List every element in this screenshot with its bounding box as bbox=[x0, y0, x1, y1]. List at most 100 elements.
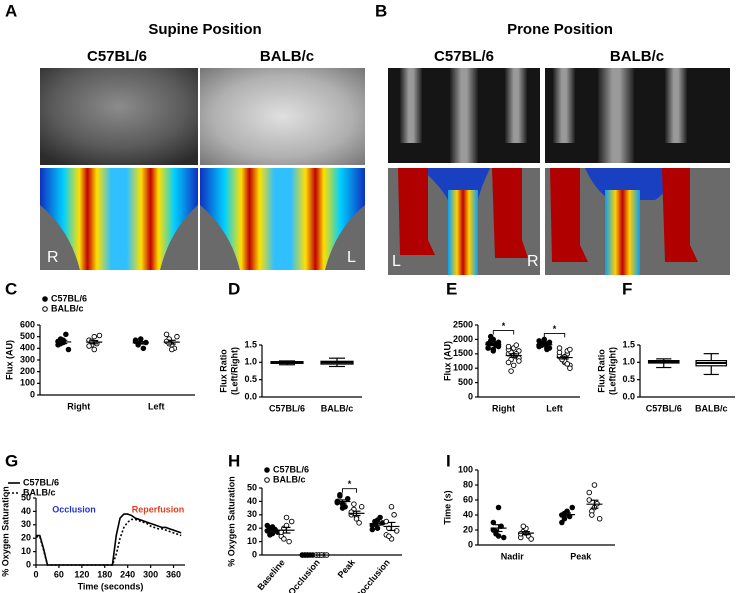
x-tick-label: Right bbox=[67, 401, 90, 411]
data-point bbox=[374, 525, 381, 531]
y-tick-label: 0.5 bbox=[244, 374, 257, 384]
y-tick-label: 1.0 bbox=[622, 357, 635, 367]
column-label: BALB/c bbox=[260, 48, 314, 65]
y-axis-label: Flux (AU) bbox=[4, 340, 14, 380]
column-label: BALB/c bbox=[610, 48, 664, 65]
significance-label: * bbox=[553, 324, 557, 334]
panel-letter: D bbox=[228, 279, 240, 298]
y-tick-label: 30 bbox=[247, 509, 257, 519]
y-tick-label: 50 bbox=[247, 482, 257, 492]
x-tick-label: BALB/c bbox=[321, 403, 354, 413]
y-axis-label: % Oxygen Saturation bbox=[226, 476, 236, 567]
panel-letter: F bbox=[622, 279, 632, 298]
y-tick-label: 80 bbox=[463, 479, 473, 489]
data-point bbox=[358, 504, 365, 510]
photo-leg bbox=[400, 68, 422, 143]
series-line bbox=[36, 518, 182, 566]
y-axis-label: (Left/Right) bbox=[229, 347, 239, 395]
legend-label: BALB/c bbox=[23, 487, 56, 497]
y-tick-label: 200 bbox=[20, 366, 35, 376]
data-point bbox=[356, 520, 362, 526]
y-tick-label: 1.0 bbox=[244, 357, 257, 367]
photo-tail bbox=[598, 68, 634, 163]
image-title: Supine Position bbox=[148, 21, 261, 38]
x-tick-label: 120 bbox=[74, 569, 89, 579]
legend-label: BALB/c bbox=[273, 474, 306, 484]
x-tick-label: Baseline bbox=[255, 557, 286, 592]
y-axis-label: Flux (AU) bbox=[442, 341, 452, 381]
y-tick-label: 40 bbox=[463, 509, 473, 519]
significance-bracket bbox=[492, 330, 515, 335]
data-point bbox=[559, 519, 565, 526]
image-labels: A Supine Position C57BL/6 BALB/c R L B P… bbox=[5, 1, 664, 270]
panel-letter: E bbox=[446, 279, 457, 298]
y-tick-label: 0 bbox=[30, 389, 35, 399]
data-point bbox=[505, 343, 512, 350]
y-tick-label: 20 bbox=[463, 524, 473, 534]
data-point bbox=[596, 516, 603, 522]
x-tick-label: 300 bbox=[143, 569, 158, 579]
photo bbox=[200, 68, 365, 165]
y-axis-label: Flux Ratio bbox=[596, 349, 606, 393]
data-point bbox=[286, 538, 292, 545]
y-tick-label: 0.0 bbox=[244, 391, 257, 401]
heatmap bbox=[662, 168, 698, 262]
panel-letter: B bbox=[375, 1, 387, 20]
y-axis-label: Time (s) bbox=[442, 490, 452, 524]
data-point bbox=[269, 524, 276, 530]
x-tick-label: Occlusion bbox=[286, 557, 322, 593]
data-point bbox=[567, 346, 573, 353]
data-point bbox=[339, 505, 346, 511]
data-point bbox=[490, 519, 497, 526]
data-point bbox=[544, 345, 550, 351]
x-tick-label: 60 bbox=[54, 569, 64, 579]
x-tick-label: C57BL/6 bbox=[269, 403, 305, 413]
x-tick-label: 180 bbox=[97, 569, 112, 579]
y-tick-label: 1500 bbox=[453, 348, 473, 358]
y-tick-label: 60 bbox=[463, 494, 473, 504]
y-tick-label: 1.5 bbox=[244, 339, 257, 349]
data-point bbox=[337, 491, 343, 498]
prone-images bbox=[388, 68, 730, 275]
y-tick-label: 0 bbox=[252, 549, 257, 559]
x-tick-label: Nadir bbox=[501, 551, 525, 561]
y-tick-label: 1000 bbox=[453, 363, 473, 373]
data-point bbox=[88, 338, 95, 345]
legend-label: BALB/c bbox=[51, 303, 84, 313]
data-point bbox=[536, 338, 542, 344]
photo-leg bbox=[505, 68, 527, 143]
heatmap bbox=[40, 168, 198, 270]
y-tick-label: 40 bbox=[247, 496, 257, 506]
y-tick-label: 0.0 bbox=[622, 391, 635, 401]
x-tick-label: Peak bbox=[570, 551, 592, 561]
data-point bbox=[267, 532, 273, 538]
legend-marker bbox=[264, 477, 270, 483]
y-tick-label: 0 bbox=[26, 559, 31, 569]
significance-label: * bbox=[502, 321, 506, 331]
data-point bbox=[528, 536, 534, 542]
image-title: Prone Position bbox=[507, 21, 613, 38]
heatmap bbox=[398, 168, 435, 255]
x-tick-label: Left bbox=[546, 403, 563, 413]
data-point bbox=[495, 533, 502, 539]
significance-label: * bbox=[348, 479, 352, 489]
photo bbox=[40, 68, 198, 165]
data-point bbox=[163, 331, 170, 338]
data-point bbox=[586, 489, 593, 496]
corner-label: L bbox=[347, 249, 356, 266]
panel-letter: C bbox=[5, 279, 17, 298]
y-axis-label: (Left/Right) bbox=[607, 347, 617, 395]
significance-bracket bbox=[342, 488, 357, 493]
legend-marker bbox=[42, 296, 48, 302]
data-point bbox=[505, 359, 512, 366]
data-point bbox=[63, 331, 69, 338]
heatmap bbox=[492, 168, 528, 258]
y-tick-label: 10 bbox=[247, 536, 257, 546]
x-tick-label: Peak bbox=[336, 557, 358, 580]
y-tick-label: 0 bbox=[468, 539, 473, 549]
data-point bbox=[168, 346, 175, 353]
legend-marker bbox=[42, 306, 48, 312]
column-label: C57BL/6 bbox=[87, 48, 147, 65]
data-point bbox=[174, 333, 180, 340]
significance-bracket bbox=[543, 332, 566, 338]
